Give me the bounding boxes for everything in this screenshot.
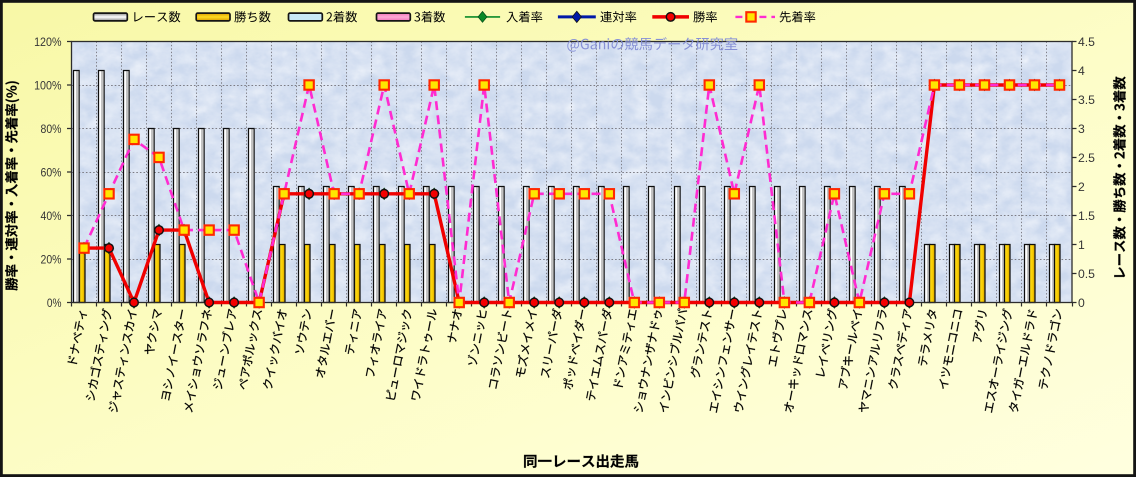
svg-text:3.5: 3.5: [1078, 93, 1095, 107]
svg-text:80%: 80%: [41, 122, 62, 136]
svg-text:4: 4: [1078, 64, 1085, 78]
svg-text:100%: 100%: [34, 78, 62, 92]
svg-text:4.5: 4.5: [1078, 35, 1095, 49]
svg-text:0: 0: [1078, 296, 1085, 310]
svg-text:3: 3: [1078, 122, 1085, 136]
svg-text:0.5: 0.5: [1078, 267, 1095, 281]
svg-text:120%: 120%: [34, 35, 62, 49]
svg-text:1: 1: [1078, 238, 1085, 252]
svg-text:0%: 0%: [47, 296, 62, 310]
svg-text:60%: 60%: [41, 165, 62, 179]
svg-text:2.5: 2.5: [1078, 151, 1095, 165]
svg-text:1.5: 1.5: [1078, 209, 1095, 223]
svg-text:20%: 20%: [41, 252, 62, 266]
svg-text:2: 2: [1078, 180, 1085, 194]
svg-text:40%: 40%: [41, 209, 62, 223]
